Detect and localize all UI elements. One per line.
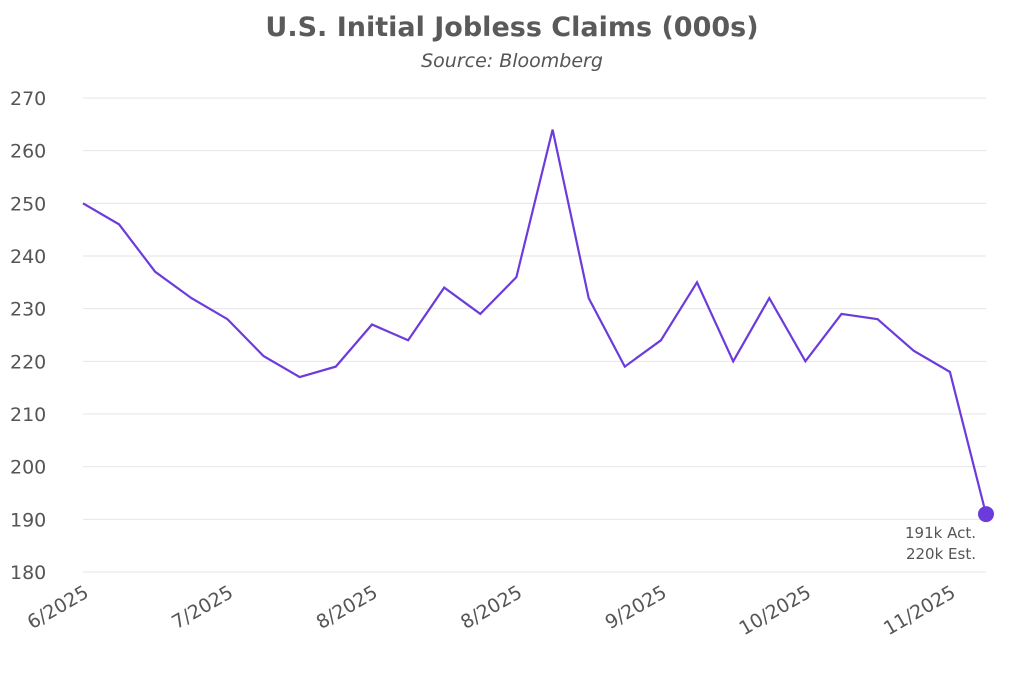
- annotation: 191k Act. 220k Est.: [905, 524, 976, 563]
- y-tick-label: 180: [10, 562, 46, 584]
- last-point-marker: [978, 506, 994, 523]
- y-tick-label: 270: [10, 88, 46, 110]
- y-tick-label: 240: [10, 246, 46, 268]
- chart-subtitle: Source: Bloomberg: [421, 50, 603, 72]
- y-tick-label: 200: [10, 457, 46, 479]
- chart-title: U.S. Initial Jobless Claims (000s): [265, 12, 759, 43]
- x-tick-label: 8/2025: [457, 581, 526, 633]
- y-tick-label: 230: [10, 299, 46, 321]
- x-tick-label: 6/2025: [24, 581, 93, 633]
- grid-lines: [83, 97, 986, 573]
- x-tick-label: 8/2025: [313, 581, 382, 633]
- x-tick-label: 10/2025: [736, 581, 815, 640]
- y-tick-label: 250: [10, 193, 46, 215]
- annotation-actual: 191k Act.: [905, 524, 976, 542]
- x-tick-label: 9/2025: [602, 581, 671, 633]
- x-axis: 6/2025 7/2025 8/2025 8/2025 9/2025 10/2025 11/…: [24, 581, 960, 640]
- annotation-estimate: 220k Est.: [906, 545, 976, 563]
- y-tick-label: 210: [10, 404, 46, 426]
- x-tick-label: 7/2025: [168, 581, 237, 633]
- x-tick-label: 11/2025: [880, 581, 959, 640]
- y-tick-label: 260: [10, 141, 46, 163]
- series-line: [82, 129, 988, 515]
- y-tick-label: 190: [10, 509, 46, 531]
- plot-area: [82, 129, 994, 523]
- y-tick-label: 220: [10, 351, 46, 373]
- y-axis: 180 190 200 210 220 230 240 250 260 270: [10, 88, 46, 584]
